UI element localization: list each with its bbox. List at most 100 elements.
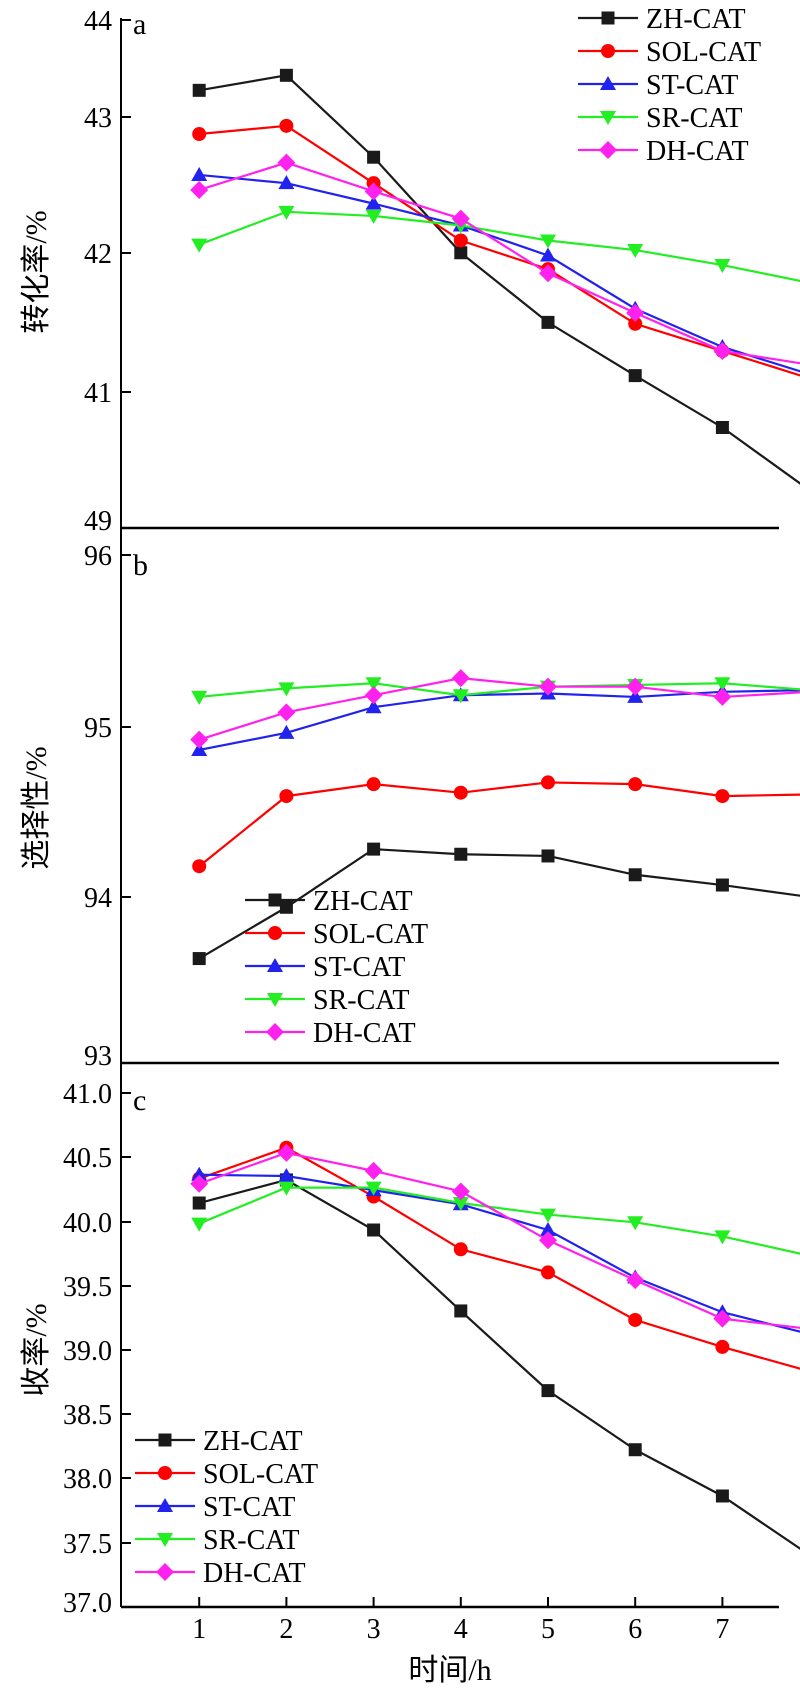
data-point-dh-cat: [626, 303, 645, 322]
series-line-dh-cat: [198, 1151, 800, 1329]
data-point-sr-cat: [714, 259, 731, 274]
data-point-sol-cat: [192, 127, 207, 142]
legend-marker-sr-cat: [600, 111, 616, 125]
data-point-sol-cat: [279, 789, 294, 804]
data-point-sr-cat: [365, 677, 382, 692]
panel-c-y-tick-label: 37.5: [63, 1529, 112, 1560]
legend-label-sr-cat: SR-CAT: [313, 985, 409, 1016]
legend-label-st-cat: ST-CAT: [646, 70, 738, 101]
panel-c-y-axis-label: 收率/%: [20, 1303, 53, 1396]
data-point-sr-cat: [191, 238, 208, 253]
legend-marker-st-cat: [157, 1498, 173, 1512]
data-point-dh-cat: [277, 1143, 296, 1162]
series-line-zh-cat: [199, 74, 800, 485]
legend-marker-zh-cat: [268, 893, 282, 907]
data-point-zh-cat: [454, 847, 468, 861]
panel-a-y-tick-label: 41: [84, 378, 112, 409]
data-point-dh-cat: [451, 669, 470, 688]
panel-a-y-tick-label: 43: [84, 103, 112, 134]
panel-a: 44 43 42 41 49 转化率/% a ZH-CATSOL-CATST-C…: [20, 4, 800, 537]
data-point-sol-cat: [453, 1242, 468, 1257]
data-point-sr-cat: [191, 690, 208, 705]
series-line-zh-cat: [198, 848, 800, 960]
data-point-st-cat: [365, 699, 382, 714]
data-point-sr-cat: [278, 682, 295, 697]
data-point-zh-cat: [279, 68, 293, 82]
data-point-st-cat: [278, 1168, 295, 1183]
data-point-dh-cat: [713, 1309, 732, 1328]
data-point-sr-cat: [540, 234, 556, 249]
data-point-zh-cat: [628, 868, 642, 882]
data-point-dh-cat: [364, 686, 383, 705]
legend-label-zh-cat: ZH-CAT: [313, 886, 413, 917]
data-point-st-cat: [627, 688, 644, 703]
panel-c-y-tick-label: 38.0: [63, 1464, 112, 1495]
data-point-sol-cat: [628, 1312, 643, 1327]
legend-label-st-cat: ST-CAT: [313, 952, 405, 983]
panel-c-y-tick-label: 39.0: [63, 1336, 112, 1367]
panel-b-series-group: [190, 669, 800, 966]
data-point-dh-cat: [364, 182, 383, 201]
panel-a-series-group: [190, 68, 800, 485]
data-point-zh-cat: [279, 900, 293, 914]
data-point-st-cat: [278, 175, 295, 190]
series-line-sol-cat: [198, 781, 800, 868]
data-point-sol-cat: [541, 775, 555, 790]
data-point-zh-cat: [454, 246, 468, 260]
legend-label-sol-cat: SOL-CAT: [313, 919, 428, 950]
panel-c-y-tick-label: 37.0: [63, 1588, 112, 1619]
series-line-sr-cat: [198, 1186, 800, 1255]
x-tick-label: 7: [715, 1614, 729, 1645]
panel-c-x-ticks: 12345678: [192, 1597, 729, 1645]
data-point-sr-cat: [627, 1216, 644, 1231]
data-point-dh-cat: [539, 677, 557, 696]
panel-c-y-tick-label: 41.0: [63, 1079, 112, 1110]
data-point-dh-cat: [364, 1161, 383, 1180]
data-point-sr-cat: [540, 1208, 556, 1223]
legend-marker-sol-cat: [268, 926, 282, 940]
legend-label-dh-cat: DH-CAT: [646, 136, 749, 167]
legend-label-sol-cat: SOL-CAT: [646, 37, 761, 68]
data-point-zh-cat: [541, 315, 555, 329]
panel-c: 41.0 40.5 40.0 39.5 39.0 38.5 38.0 37.5 …: [20, 1063, 800, 1687]
data-point-sr-cat: [714, 1230, 731, 1245]
panel-b-y-tick-label: 94: [84, 883, 112, 914]
data-point-sr-cat: [278, 205, 295, 220]
data-point-zh-cat: [715, 420, 729, 434]
data-point-dh-cat: [190, 1174, 209, 1193]
data-point-st-cat: [278, 724, 295, 739]
panel-b-y-tick-label: 93: [84, 1041, 112, 1072]
legend-label-st-cat: ST-CAT: [203, 1492, 295, 1523]
legend-marker-sol-cat: [601, 44, 615, 58]
legend-marker-st-cat: [600, 76, 616, 90]
data-point-zh-cat: [367, 1223, 381, 1237]
data-point-dh-cat: [626, 1271, 645, 1290]
data-point-dh-cat: [451, 209, 470, 228]
data-point-dh-cat: [539, 264, 557, 283]
data-point-sr-cat: [452, 689, 469, 704]
data-point-dh-cat: [539, 1231, 557, 1250]
data-point-dh-cat: [713, 687, 732, 706]
legend-label-sr-cat: SR-CAT: [203, 1525, 299, 1556]
legend-marker-sr-cat: [157, 1533, 173, 1547]
data-point-st-cat: [191, 1166, 208, 1181]
panel-c-y-tick-label: 38.5: [63, 1400, 112, 1431]
data-point-sol-cat: [541, 1265, 555, 1280]
series-line-sr-cat: [199, 682, 800, 699]
data-point-st-cat: [191, 741, 208, 756]
data-point-zh-cat: [192, 1196, 206, 1210]
series-line-st-cat: [199, 1173, 800, 1333]
legend-marker-dh-cat: [599, 141, 617, 159]
panel-b-y-tick-label: 95: [84, 713, 112, 744]
legend-marker-zh-cat: [601, 11, 615, 25]
data-point-sr-cat: [365, 1181, 382, 1196]
legend-marker-dh-cat: [156, 1563, 174, 1581]
data-point-zh-cat: [367, 150, 381, 164]
legend-label-dh-cat: DH-CAT: [203, 1558, 306, 1589]
panel-b-y-axis-label: 选择性/%: [20, 746, 53, 869]
data-point-dh-cat: [713, 342, 732, 361]
data-point-zh-cat: [628, 369, 642, 383]
